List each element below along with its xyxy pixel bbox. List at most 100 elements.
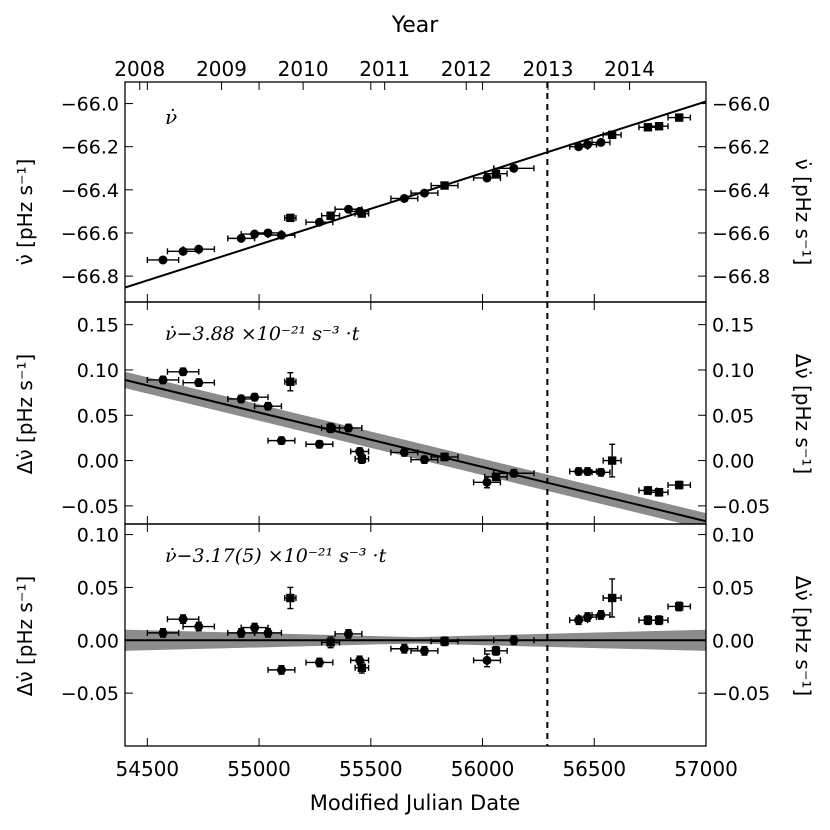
panel-3-data-point (267, 664, 296, 675)
circle-marker (583, 140, 593, 150)
circle-marker (158, 375, 168, 385)
panel-1-ylabel-left: ν̇ [pHz s⁻¹] (13, 159, 37, 266)
circle-marker (399, 193, 409, 203)
panel-2-ytick-label-right: 0.10 (712, 360, 754, 382)
panel-3-data-point (591, 609, 611, 620)
circle-marker (276, 230, 286, 240)
top-year-label: 2009 (196, 57, 247, 81)
x-tick-label: 56500 (562, 757, 626, 781)
circle-marker (482, 655, 492, 665)
panel-2-data-point (602, 443, 622, 478)
square-marker (286, 377, 295, 386)
circle-marker (343, 629, 353, 639)
panel-3-data-point (334, 629, 363, 639)
panel-2-data-point (638, 486, 658, 495)
panel-2-data-point (305, 439, 334, 449)
panel-3-data-point (349, 655, 370, 666)
panel-3-ytick-label-left: 0.00 (77, 630, 119, 652)
square-marker (643, 486, 653, 495)
panel-3-ytick-label-left: 0.10 (77, 525, 119, 547)
panel-1-data-point (320, 211, 341, 220)
square-marker (440, 637, 449, 646)
panel-2-ytick-label-right: 0.00 (712, 451, 754, 473)
panel-1-data-point (649, 122, 669, 131)
panel-1-ytick-label-left: −66.6 (61, 223, 119, 245)
panel-2-ytick-label-left: 0.15 (77, 315, 119, 337)
circle-marker (574, 615, 584, 625)
square-marker (286, 593, 295, 603)
panel-2-ytick-label-right: 0.05 (712, 405, 754, 427)
top-year-label: 2010 (278, 57, 329, 81)
panel-1-ytick-label-left: −66.2 (61, 137, 119, 159)
panel-3-data-point (493, 635, 535, 646)
panel-1-data-point (267, 230, 296, 240)
panel-2-ytick-label-left: 0.05 (77, 405, 119, 427)
circle-marker (276, 665, 286, 675)
square-marker (491, 646, 501, 656)
square-marker (607, 593, 617, 603)
square-marker (674, 602, 684, 611)
panel-1-ytick-label-left: −66.4 (61, 180, 119, 202)
panel-3-frame (124, 523, 707, 747)
circle-marker (596, 137, 606, 147)
square-marker (607, 456, 617, 465)
panel-2-ylabel-right: Δν̇ [pHz s⁻¹] (791, 354, 815, 474)
panel-2-data-point (354, 453, 370, 464)
circle-marker (399, 644, 409, 654)
panel-2-data-point (253, 401, 283, 411)
circle-marker (158, 255, 168, 265)
panel-1-ytick-label-right: −66.4 (712, 180, 770, 202)
square-marker (440, 181, 449, 190)
panel-3-data-point (484, 645, 508, 656)
circle-marker (419, 455, 429, 465)
top-year-label: 2013 (523, 57, 574, 81)
circle-marker (355, 655, 365, 665)
panel-1-data-point (354, 209, 370, 218)
panel-3-data-point (146, 627, 180, 638)
circle-marker (250, 392, 260, 402)
circle-marker (596, 467, 606, 477)
circle-marker (236, 233, 246, 243)
panel-1-ytick-label-left: −66.0 (61, 94, 119, 116)
circle-marker (482, 477, 492, 487)
x-tick-label: 55500 (339, 757, 403, 781)
top-year-label: 2008 (114, 57, 165, 81)
square-marker (326, 211, 335, 220)
panel-1-data-point (305, 217, 334, 227)
panel-3-ylabel-right: Δν̇ [pHz s⁻¹] (791, 576, 815, 696)
panel-2-data-point (390, 447, 419, 457)
panel-3-data-point (649, 615, 669, 626)
panel-1-ytick-label-right: −66.2 (712, 137, 770, 159)
square-marker (491, 472, 501, 482)
panel-3-data-point (284, 586, 297, 610)
square-marker (440, 452, 449, 462)
panel-1-data-point (146, 255, 180, 265)
panel-3-data-point (253, 627, 283, 638)
circle-marker (276, 436, 286, 446)
panel-2-data-point (166, 367, 200, 377)
panel-2-data-point (649, 487, 669, 497)
panel-1-ytick-label-right: −66.8 (712, 266, 770, 288)
panel-3-data-point (472, 653, 502, 668)
panel-3-annotation: ν̇−3.17(5) ×10⁻²¹ s⁻³ ·t (165, 545, 387, 567)
square-marker (654, 122, 664, 131)
x-tick-label: 57000 (674, 757, 738, 781)
panel-2-ylabel-left: Δν̇ [pHz s⁻¹] (13, 354, 37, 474)
circle-marker (583, 466, 593, 476)
circle-marker (178, 614, 188, 624)
panel-3-ytick-label-right: −0.05 (712, 683, 770, 705)
panel-3-ytick-label-right: 0.10 (712, 525, 754, 547)
panel-3-ytick-label-right: 0.00 (712, 630, 754, 652)
panel-3-ytick-label-left: −0.05 (61, 683, 119, 705)
panel-2-ytick-label-left: 0.10 (77, 360, 119, 382)
panel-2-data-point (430, 452, 459, 462)
panel-1-data-point (493, 163, 535, 173)
x-tick-label: 54500 (116, 757, 180, 781)
circle-marker (419, 188, 429, 198)
panel-1-data-point (284, 213, 297, 223)
panel-2-data-point (591, 467, 611, 477)
panel-2-ytick-label-left: −0.05 (61, 496, 119, 518)
circle-marker (250, 623, 260, 633)
panel-1-ytick-label-left: −66.8 (61, 266, 119, 288)
panel-1-annotation: ν̇ (165, 105, 177, 129)
